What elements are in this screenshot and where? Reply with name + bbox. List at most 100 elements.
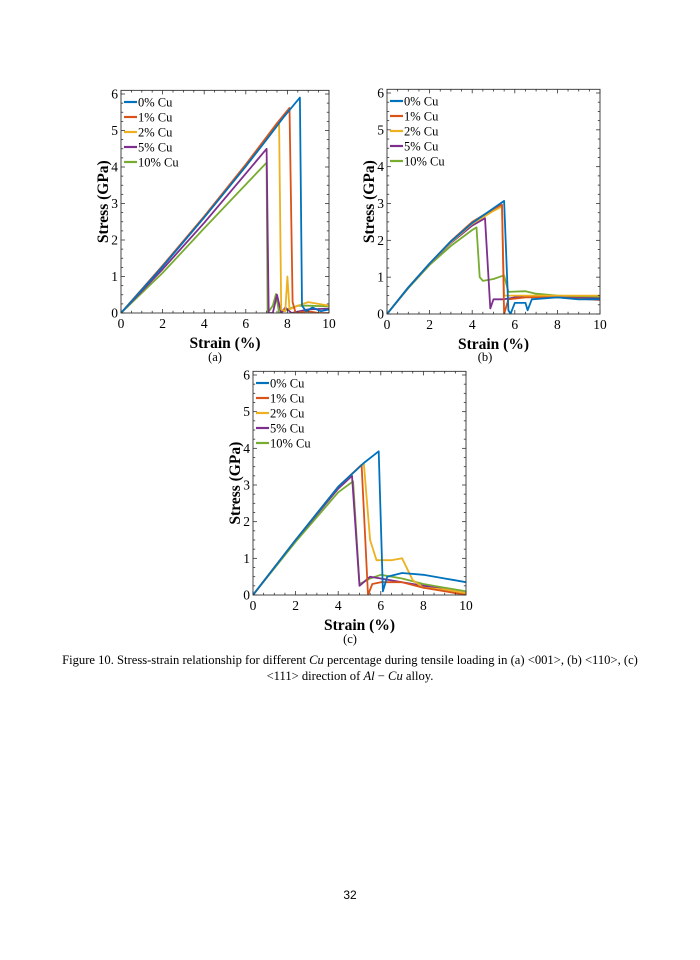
legend-item: 10% Cu: [256, 437, 311, 451]
y-tick-label: 6: [377, 86, 384, 101]
legend-label: 5% Cu: [138, 141, 173, 155]
legend-item: 0% Cu: [124, 96, 173, 110]
legend-label: 0% Cu: [270, 377, 305, 391]
x-tick-label: 10: [459, 598, 473, 613]
legend-label: 2% Cu: [138, 126, 173, 140]
legend-label: 0% Cu: [138, 96, 173, 110]
y-tick-label: 4: [243, 441, 250, 456]
x-axis-title: Strain (%): [458, 336, 529, 353]
legend-item: 1% Cu: [124, 111, 173, 125]
caption-text: alloy.: [402, 669, 434, 683]
y-tick-label: 2: [111, 233, 118, 248]
caption-cu: Cu: [388, 669, 403, 683]
legend-item: 10% Cu: [390, 155, 445, 169]
legend-label: 10% Cu: [270, 437, 311, 451]
legend-label: 2% Cu: [270, 407, 305, 421]
figure-caption: Figure 10. Stress-strain relationship fo…: [60, 652, 640, 684]
legend-item: 5% Cu: [256, 422, 305, 436]
legend-item: 5% Cu: [124, 141, 173, 155]
y-axis-title: Stress (GPa): [361, 160, 378, 243]
legend-label: 5% Cu: [404, 140, 439, 154]
legend-item: 0% Cu: [256, 377, 305, 391]
legend-item: 2% Cu: [256, 407, 305, 421]
panel-label: (c): [343, 632, 357, 646]
x-tick-label: 4: [469, 317, 476, 332]
series-line-0-cu: [121, 96, 329, 313]
series-line-10-cu: [253, 480, 466, 596]
legend-item: 5% Cu: [390, 140, 439, 154]
x-tick-label: 8: [554, 317, 561, 332]
legend-label: 5% Cu: [270, 422, 305, 436]
x-tick-label: 0: [118, 316, 125, 331]
legend-item: 2% Cu: [390, 125, 439, 139]
y-tick-label: 5: [377, 122, 384, 137]
y-tick-label: 2: [243, 514, 250, 529]
x-tick-label: 2: [292, 598, 299, 613]
legend-item: 1% Cu: [256, 392, 305, 406]
legend-label: 1% Cu: [404, 110, 439, 124]
y-tick-label: 6: [243, 368, 250, 383]
x-tick-label: 6: [377, 598, 384, 613]
y-tick-label: 0: [377, 307, 384, 322]
y-tick-label: 0: [111, 306, 118, 321]
y-tick-label: 3: [111, 196, 118, 211]
x-tick-label: 6: [511, 317, 518, 332]
series-line-0-cu: [387, 199, 600, 314]
y-tick-label: 4: [377, 159, 384, 174]
x-tick-label: 4: [335, 598, 342, 613]
legend-item: 10% Cu: [124, 156, 179, 170]
caption-al: Al: [363, 669, 375, 683]
y-tick-label: 5: [243, 404, 250, 419]
x-tick-label: 2: [426, 317, 433, 332]
x-tick-label: 6: [242, 316, 249, 331]
x-tick-label: 2: [159, 316, 166, 331]
x-tick-label: 8: [420, 598, 427, 613]
x-tick-label: 0: [384, 317, 391, 332]
legend-label: 0% Cu: [404, 95, 439, 109]
caption-text: percentage during tensile loading in (a)…: [266, 653, 638, 683]
x-tick-label: 10: [593, 317, 607, 332]
series-line-5-cu: [121, 147, 329, 313]
chart-c: 0 2 4 6 8 10 0 1 2 3 4 5 6 Strain (%) Stress (GPa) (c) 0…: [227, 368, 473, 647]
panel-label: (a): [208, 350, 222, 364]
y-axis-title: Stress (GPa): [95, 160, 112, 243]
y-tick-label: 2: [377, 233, 384, 248]
y-axis-title: Stress (GPa): [227, 442, 244, 525]
y-tick-label: 4: [111, 160, 118, 175]
legend-label: 1% Cu: [270, 392, 305, 406]
legend-item: 1% Cu: [390, 110, 439, 124]
x-axis-title: Strain (%): [324, 617, 395, 634]
legend-item: 0% Cu: [390, 95, 439, 109]
x-axis-title: Strain (%): [189, 335, 260, 352]
page-number: 32: [343, 888, 357, 902]
caption-cu: Cu: [309, 653, 324, 667]
y-tick-label: 3: [377, 196, 384, 211]
y-tick-label: 1: [377, 270, 384, 285]
chart-b: 0 2 4 6 8 10 0 1 2 3 4 5 6 Strain (%) Stress (GPa) (b) 0…: [361, 86, 607, 365]
x-tick-label: 10: [322, 316, 336, 331]
panel-label: (b): [478, 350, 493, 364]
series-line-0-cu: [253, 450, 466, 596]
y-tick-label: 0: [243, 588, 250, 603]
legend-label: 10% Cu: [138, 156, 179, 170]
legend-label: 1% Cu: [138, 111, 173, 125]
x-tick-label: 4: [201, 316, 208, 331]
y-tick-label: 1: [243, 551, 250, 566]
legend-item: 2% Cu: [124, 126, 173, 140]
caption-minus: −: [374, 669, 389, 683]
legend-label: 10% Cu: [404, 155, 445, 169]
series-line-10-cu: [121, 161, 329, 313]
legend-label: 2% Cu: [404, 125, 439, 139]
y-tick-label: 3: [243, 478, 250, 493]
caption-text: Figure 10. Stress-strain relationship fo…: [62, 653, 310, 667]
series-line-5-cu: [387, 217, 600, 314]
x-tick-label: 0: [250, 598, 257, 613]
series-line-10-cu: [387, 226, 600, 314]
y-tick-label: 1: [111, 269, 118, 284]
x-tick-label: 8: [284, 316, 291, 331]
